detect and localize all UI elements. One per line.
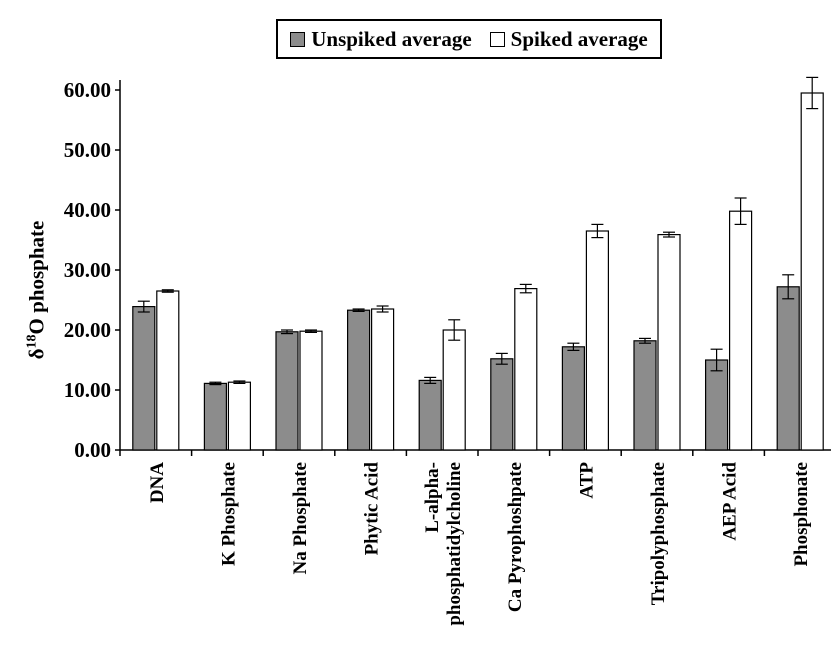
bar-spiked [299, 330, 323, 451]
x-tick-label: K Phosphate [218, 462, 239, 566]
x-tick-label: DNA [147, 462, 168, 503]
y-tick-label: 10.00 [64, 378, 111, 402]
y-tick-label: 50.00 [64, 138, 111, 162]
bar-spiked [442, 329, 466, 451]
y-tick-label: 60.00 [64, 78, 111, 102]
x-tick-label: Phytic Acid [362, 462, 383, 556]
bar-unspiked [275, 331, 299, 451]
x-tick-label: ATP [576, 462, 597, 499]
bar-spiked [514, 288, 538, 451]
legend-item-spiked: Spiked average [489, 26, 648, 52]
legend-swatch-unspiked [290, 31, 306, 47]
legend-swatch-spiked [489, 31, 505, 47]
y-tick-label: 0.00 [74, 438, 111, 462]
y-tick-label: 40.00 [64, 198, 111, 222]
bar-unspiked [418, 379, 442, 451]
x-tick-label: L-alpha- [422, 462, 443, 533]
x-tick-label: phosphatidylcholine [444, 462, 465, 626]
bar-unspiked [561, 346, 586, 451]
bar-spiked [585, 230, 610, 451]
legend-label-spiked: Spiked average [510, 26, 648, 51]
x-tick-label: Na Phosphate [290, 462, 311, 574]
bar-spiked [800, 92, 824, 451]
legend-label-unspiked: Unspiked average [311, 26, 472, 51]
x-tick-label: Ca Pyrophoshpate [505, 462, 526, 612]
bar-unspiked [132, 306, 156, 451]
x-tick-label: Phosphonate [791, 462, 812, 567]
bar-unspiked [490, 358, 514, 451]
bar-unspiked [203, 382, 227, 451]
bar-unspiked [704, 359, 729, 451]
bar-unspiked [776, 286, 800, 451]
bar-spiked [371, 308, 395, 451]
legend-item-unspiked: Unspiked average [290, 26, 472, 52]
x-tick-label: Tripolyphosphate [648, 462, 669, 605]
bar-spiked [156, 290, 180, 451]
legend: Unspiked average Spiked average [276, 19, 662, 59]
x-tick-label: AEP Acid [720, 462, 741, 541]
bar-spiked [227, 381, 251, 451]
bar-spiked [728, 210, 753, 451]
bar-spiked [657, 234, 681, 451]
y-tick-label: 20.00 [64, 318, 111, 342]
bar-unspiked [633, 340, 657, 451]
y-tick-label: 30.00 [64, 258, 111, 282]
bar-unspiked [347, 309, 371, 451]
